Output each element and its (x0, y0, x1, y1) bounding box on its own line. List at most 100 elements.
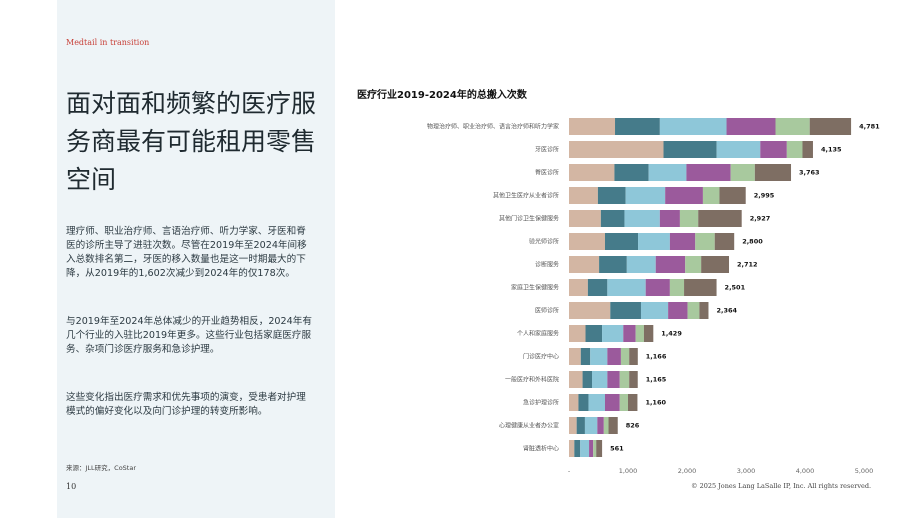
bar-segment (669, 233, 696, 250)
bar-segment (582, 371, 593, 388)
bar-segment (669, 279, 685, 296)
x-tick-label: - (568, 467, 571, 475)
copyright-notice: © 2025 Jones Lang LaSalle IP, Inc. All r… (691, 482, 872, 490)
x-tick-label: 4,000 (796, 467, 815, 475)
left-panel (57, 0, 335, 518)
x-tick-label: 3,000 (737, 467, 756, 475)
bar-segment (592, 371, 608, 388)
bar-segment (648, 164, 687, 181)
category-label: 其他门诊卫生保健服务 (499, 215, 559, 223)
bar-segment (635, 325, 644, 342)
category-label: 诊断服务 (535, 261, 559, 269)
bar-segment (569, 141, 664, 158)
bar-segment (569, 279, 588, 296)
x-tick-label: 5,000 (855, 467, 874, 475)
bar-segment (802, 141, 813, 158)
bar-segment (569, 394, 579, 411)
total-value-label: 561 (610, 445, 624, 453)
category-label: 肾脏透析中心 (523, 445, 559, 453)
bar-segment (659, 118, 727, 135)
bar-segment (569, 210, 601, 227)
category-label: 家庭卫生保健服务 (511, 284, 559, 292)
bar-segment (679, 210, 699, 227)
bar-segment (716, 141, 761, 158)
bar-segment (684, 279, 717, 296)
bar-segment (640, 302, 669, 319)
bar-segment (569, 256, 600, 273)
bar-segment (643, 325, 654, 342)
bar-segment (597, 417, 604, 434)
bar-segment (600, 210, 625, 227)
bar-segment (608, 417, 618, 434)
total-value-label: 2,927 (750, 215, 771, 223)
stacked-bar-chart: 物理治疗师、职业治疗师、语言治疗师和听力学家 4,781 牙医诊所 4,135 脊医诊所… (427, 118, 880, 475)
bar-segment (569, 348, 581, 365)
bar-segment (686, 164, 731, 181)
category-label: 验光师诊所 (529, 238, 559, 246)
bar-segment (786, 141, 803, 158)
bar-segment (754, 164, 792, 181)
total-value-label: 3,763 (799, 169, 820, 177)
category-label: 医师诊所 (535, 307, 559, 315)
bar-segment (587, 279, 608, 296)
category-label: 急诊护理诊所 (523, 399, 559, 407)
bar-segment (590, 348, 608, 365)
category-label: 个人和家庭服务 (517, 330, 559, 338)
total-value-label: 1,165 (646, 376, 667, 384)
bar-segment (629, 348, 638, 365)
bar-segment (569, 325, 586, 342)
bar-segment (580, 440, 590, 457)
bar-segment (569, 440, 575, 457)
bar-segment (584, 417, 598, 434)
bar-segment (687, 302, 700, 319)
bar-segment (719, 187, 746, 204)
bar-segment (596, 440, 603, 457)
bar-segment (604, 233, 639, 250)
total-value-label: 2,995 (754, 192, 775, 200)
bar-segment (665, 187, 703, 204)
bar-segment (576, 417, 585, 434)
bar-segment (714, 233, 735, 250)
bar-segment (589, 440, 594, 457)
source-note: 来源：JLL研究，CoStar (66, 464, 137, 472)
bar-segment (699, 302, 709, 319)
bar-segment (623, 325, 636, 342)
bar-segment (604, 394, 620, 411)
bar-segment (628, 394, 638, 411)
bar-segment (701, 256, 730, 273)
bar-segment (569, 371, 583, 388)
bar-segment (607, 348, 621, 365)
total-value-label: 1,429 (661, 330, 682, 338)
chart-title: 医疗行业2019-2024年的总搬入次数 (357, 90, 527, 101)
bar-segment (620, 348, 630, 365)
total-value-label: 1,166 (646, 353, 667, 361)
body-paragraph-3: 这些变化指出医疗需求和优先事项的演变，受患者对护理模式的偏好变化以及向门诊护理的… (66, 392, 306, 417)
section-label: Medtail in transition (66, 38, 150, 47)
bar-segment (619, 371, 630, 388)
bar-segment (574, 440, 581, 457)
total-value-label: 4,781 (859, 123, 880, 131)
bar-segment (569, 302, 611, 319)
category-label: 一般医疗和外科医院 (505, 376, 559, 384)
bar-segment (624, 210, 660, 227)
bar-segment (619, 394, 628, 411)
bar-segment (685, 256, 702, 273)
bar-segment (569, 417, 577, 434)
bar-segment (809, 118, 852, 135)
page-headline: 面对面和频繁的医疗服务商最有可能租用零售空间 (66, 89, 317, 194)
category-label: 其他卫生医疗从业者诊所 (493, 192, 559, 200)
bar-segment (655, 256, 686, 273)
total-value-label: 2,712 (737, 261, 758, 269)
bar-segment (695, 233, 715, 250)
bar-segment (760, 141, 787, 158)
bar-segment (607, 371, 620, 388)
bar-segment (607, 279, 646, 296)
bar-segment (569, 233, 605, 250)
category-label: 门诊医疗中心 (523, 353, 559, 361)
bar-segment (615, 118, 660, 135)
category-label: 物理治疗师、职业治疗师、语言治疗师和听力学家 (427, 123, 559, 131)
total-value-label: 2,800 (742, 238, 763, 246)
bar-segment (603, 417, 609, 434)
bar-segment (569, 118, 616, 135)
x-tick-label: 1,000 (619, 467, 638, 475)
